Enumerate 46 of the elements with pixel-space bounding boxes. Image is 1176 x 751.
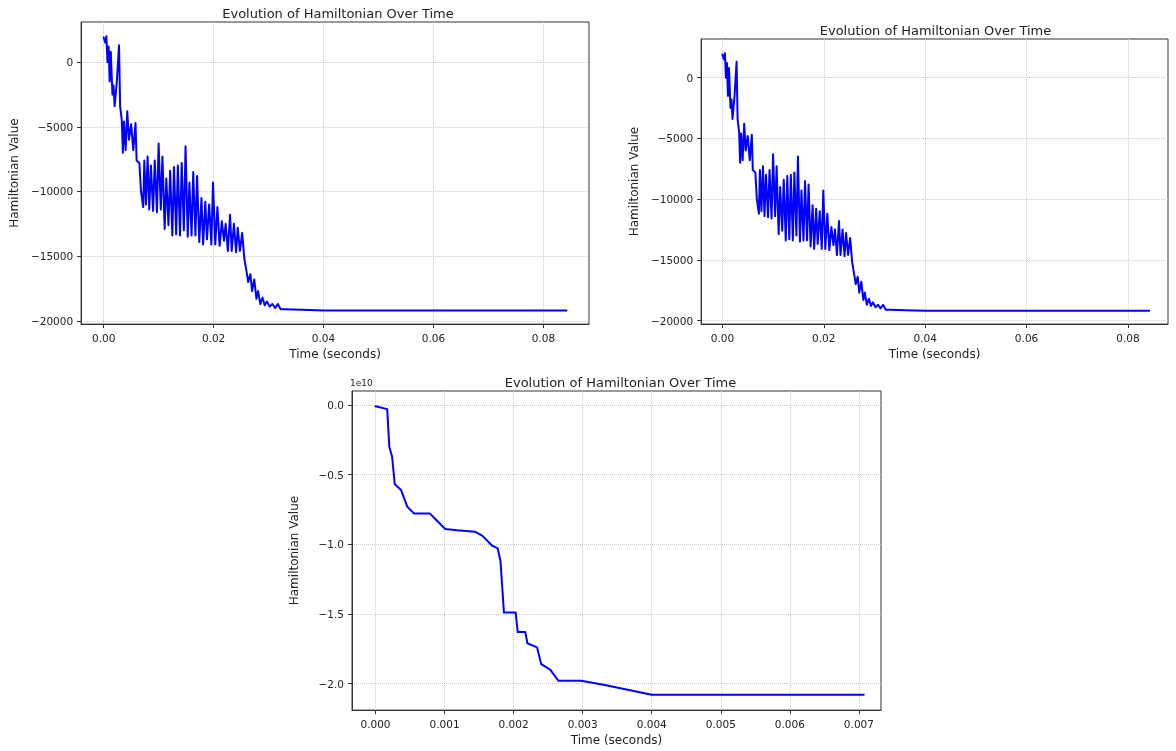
x-tick-label: 0.02	[201, 331, 226, 344]
y-tick-label: −5000	[657, 132, 694, 145]
y-tick-label: −20000	[650, 314, 694, 327]
x-tick-label: 0.005	[705, 717, 736, 730]
chart-title: Evolution of Hamiltonian Over Time	[819, 23, 1052, 38]
y-axis-title: Hamiltonian Value	[287, 495, 301, 606]
y-tick-label: −15000	[30, 250, 74, 263]
y-tick-label: −5000	[37, 120, 74, 133]
y-tick-label: −1.5	[318, 607, 344, 620]
x-tick-label: 0.06	[421, 331, 446, 344]
chart-title: Evolution of Hamiltonian Over Time	[504, 375, 737, 390]
x-tick-label: 0.04	[311, 331, 336, 344]
x-tick-label: 0.001	[429, 717, 460, 730]
y-tick-label: −1.0	[318, 538, 344, 551]
x-tick-label: 0.00	[91, 331, 116, 344]
line-series	[374, 405, 865, 696]
y-tick-label: −10000	[650, 193, 694, 206]
y-axis-title: Hamiltonian Value	[7, 118, 21, 228]
x-tick-label: 0.000	[360, 717, 391, 730]
y-axis-title: Hamiltonian Value	[627, 126, 641, 237]
x-tick-label: 0.004	[636, 717, 668, 730]
x-tick-label: 0.08	[1116, 331, 1140, 344]
x-tick-label: 0.003	[567, 717, 598, 730]
x-tick-label: 0.04	[913, 331, 938, 344]
y-tick-label: −10000	[30, 185, 74, 198]
text: 1e10	[350, 377, 373, 388]
y-tick-label: −0.5	[318, 468, 344, 481]
x-axis-title: Time (seconds)	[887, 347, 981, 361]
y-tick-label: 0	[66, 56, 74, 69]
x-tick-label: 0.02	[812, 331, 836, 344]
x-tick-label: 0.002	[498, 717, 529, 730]
x-axis-title: Time (seconds)	[288, 347, 381, 361]
x-tick-label: 0.007	[843, 717, 874, 730]
x-tick-label: 0.08	[531, 331, 556, 344]
x-tick-label: 0.00	[710, 331, 735, 344]
y-tick-label: 0.0	[327, 398, 344, 411]
x-tick-label: 0.006	[774, 717, 806, 730]
y-tick-label: −20000	[30, 314, 74, 327]
y-tick-label: −2.0	[318, 677, 344, 690]
x-tick-label: 0.06	[1014, 331, 1039, 344]
y-tick-label: 0	[686, 71, 694, 84]
x-axis-title: Time (seconds)	[569, 733, 663, 747]
line-series	[721, 52, 1151, 312]
y-tick-label: −15000	[650, 253, 694, 266]
chart-title: Evolution of Hamiltonian Over Time	[222, 6, 454, 21]
line-series	[102, 35, 568, 312]
